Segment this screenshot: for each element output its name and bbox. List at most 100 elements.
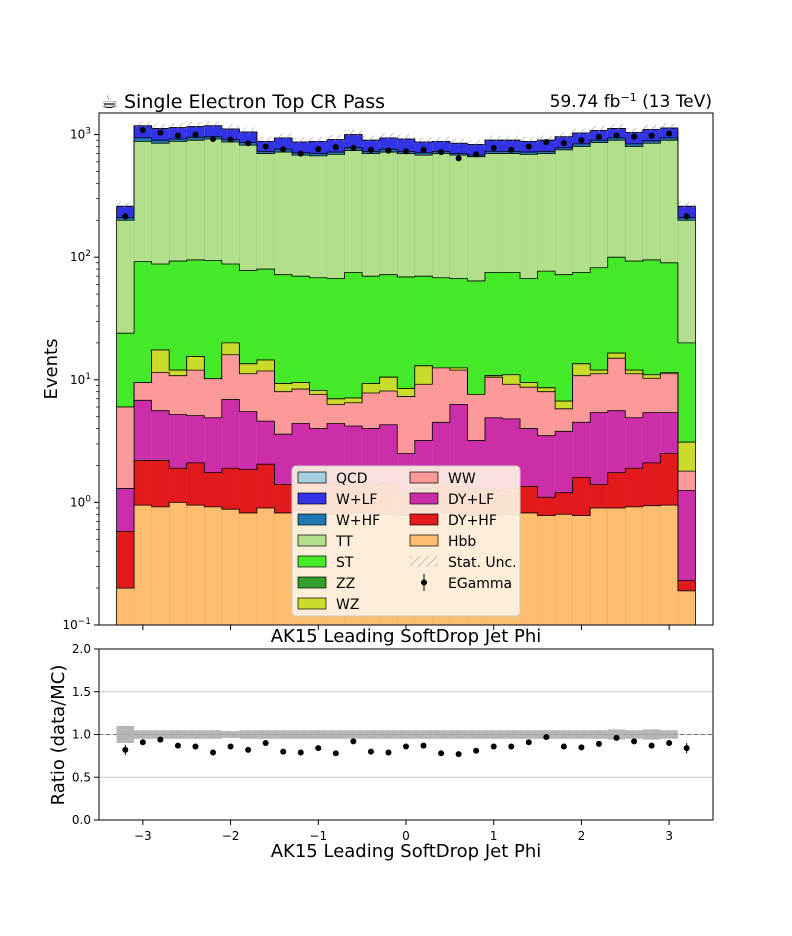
- data-point: [613, 132, 620, 139]
- ratio-point: [473, 747, 480, 754]
- outline-w-hf: [116, 136, 696, 219]
- legend-dyhf-label: DY+HF: [448, 513, 497, 529]
- legend-box: [291, 465, 521, 617]
- ratio-point: [578, 744, 585, 751]
- legend-ww: WW: [409, 471, 476, 487]
- data-point: [157, 129, 164, 136]
- ratio-point: [332, 750, 339, 757]
- legend-egamma-marker: [421, 579, 427, 586]
- tick-base: 10: [70, 495, 85, 509]
- legend-stat-label: Stat. Unc.: [448, 555, 517, 571]
- data-point: [595, 133, 602, 140]
- stat-unc-bin: [449, 138, 468, 145]
- stat-unc-bin: [520, 136, 538, 144]
- data-point: [455, 155, 462, 162]
- ratio-band-bin: [432, 730, 450, 739]
- bar-hbb: [239, 512, 257, 625]
- ratio-band-bin: [116, 725, 135, 744]
- data-point: [666, 130, 673, 137]
- legend-st-label: ST: [336, 555, 354, 571]
- ratio-point: [174, 742, 181, 749]
- legend-st: ST: [297, 555, 354, 571]
- legend-zz-label: ZZ: [336, 576, 355, 592]
- main-y-tick-label: 101: [70, 372, 91, 387]
- bar-hbb: [274, 512, 292, 625]
- ratio-band-bin: [449, 730, 468, 739]
- ratio-y-tick-label: 2.0: [72, 642, 91, 656]
- bar-hbb: [151, 506, 170, 625]
- stat-unc-bin: [256, 136, 275, 144]
- ratio-point: [139, 739, 146, 746]
- bar-hbb: [256, 508, 275, 625]
- legend-stat-swatch: [410, 556, 438, 567]
- ratio-y-axis: 0.0 0.5 1.0 1.5 2.0: [72, 642, 99, 827]
- ratio-panel: 0.0 0.5 1.0 1.5 2.0 −3 −2 −1 0 1 2 3 Ratio (data/M…: [48, 642, 714, 862]
- ratio-point: [490, 743, 497, 750]
- ratio-band-bin: [134, 730, 152, 739]
- ratio-point: [403, 743, 409, 750]
- stat-unc-bin: [327, 135, 345, 142]
- ratio-point: [508, 743, 515, 750]
- main-y-tick-label: 102: [70, 249, 91, 264]
- data-point: [174, 132, 181, 139]
- data-point: [525, 143, 532, 150]
- legend-dylf: DY+LF: [409, 492, 494, 508]
- bar-hbb: [134, 505, 152, 625]
- ratio-x-tick-label: 0: [402, 829, 410, 843]
- energy-label: (13 TeV): [637, 92, 712, 112]
- bar-hbb: [625, 506, 643, 625]
- ratio-band-bin: [642, 729, 661, 740]
- legend-hbb: Hbb: [409, 534, 476, 550]
- ratio-data-points: [122, 734, 690, 758]
- legend-wz-label: WZ: [336, 597, 359, 613]
- ratio-band-bin: [291, 730, 310, 739]
- stat-unc-bin: [221, 124, 240, 131]
- ratio-point: [227, 743, 234, 750]
- legend-ww-label: WW: [448, 471, 476, 487]
- stat-unc-bin: [572, 128, 591, 135]
- legend-dylf-swatch: [409, 492, 439, 505]
- tick-base: 10: [70, 128, 85, 142]
- bar-hbb: [537, 515, 556, 625]
- stat-unc-bin: [204, 121, 222, 128]
- stat-unc-bin: [309, 136, 328, 144]
- data-point: [139, 127, 146, 134]
- main-y-tick-label: 10−1: [62, 617, 91, 632]
- legend: QCD WW W+LF DY+LF W+HF DY+HF TT Hbb ST Stat. Unc.…: [291, 465, 521, 617]
- ratio-band-bin: [660, 730, 678, 739]
- legend-qcd-swatch: [297, 471, 327, 484]
- legend-whf-swatch: [297, 513, 327, 526]
- stat-unc-bin: [186, 122, 205, 129]
- stat-unc-bin: [379, 133, 398, 140]
- data-point: [297, 150, 304, 157]
- legend-qcd: QCD: [297, 471, 368, 487]
- ratio-point: [385, 749, 392, 756]
- ratio-y-axis-label: Ratio (data/MC): [48, 665, 69, 806]
- data-point: [648, 132, 655, 139]
- legend-zz: ZZ: [297, 576, 355, 592]
- data-point: [245, 140, 252, 147]
- stat-unc-bin: [414, 137, 433, 144]
- ratio-band-bin: [239, 730, 257, 739]
- ratio-x-tick-label: 1: [490, 829, 498, 843]
- ratio-point: [280, 748, 287, 755]
- tick-base: 10: [62, 618, 77, 632]
- legend-wlf-label: W+LF: [336, 492, 377, 508]
- legend-egamma: EGamma: [421, 574, 512, 592]
- legend-qcd-label: QCD: [336, 471, 368, 487]
- ratio-y-tick-label: 0.5: [72, 770, 91, 784]
- stat-unc-bin: [362, 135, 380, 142]
- ratio-point: [367, 748, 374, 755]
- ratio-band-bin: [414, 730, 433, 739]
- stat-unc-bin: [134, 121, 152, 128]
- ratio-point: [192, 743, 199, 750]
- stat-unc-bin: [291, 137, 310, 144]
- main-y-tick-label: 100: [70, 494, 91, 509]
- legend-hbb-label: Hbb: [448, 534, 476, 550]
- ratio-point: [210, 749, 217, 756]
- ratio-band-bin: [169, 730, 187, 739]
- bar-hbb: [572, 515, 591, 625]
- stat-unc-bin: [607, 123, 626, 131]
- title-icon: ☕: [101, 91, 118, 113]
